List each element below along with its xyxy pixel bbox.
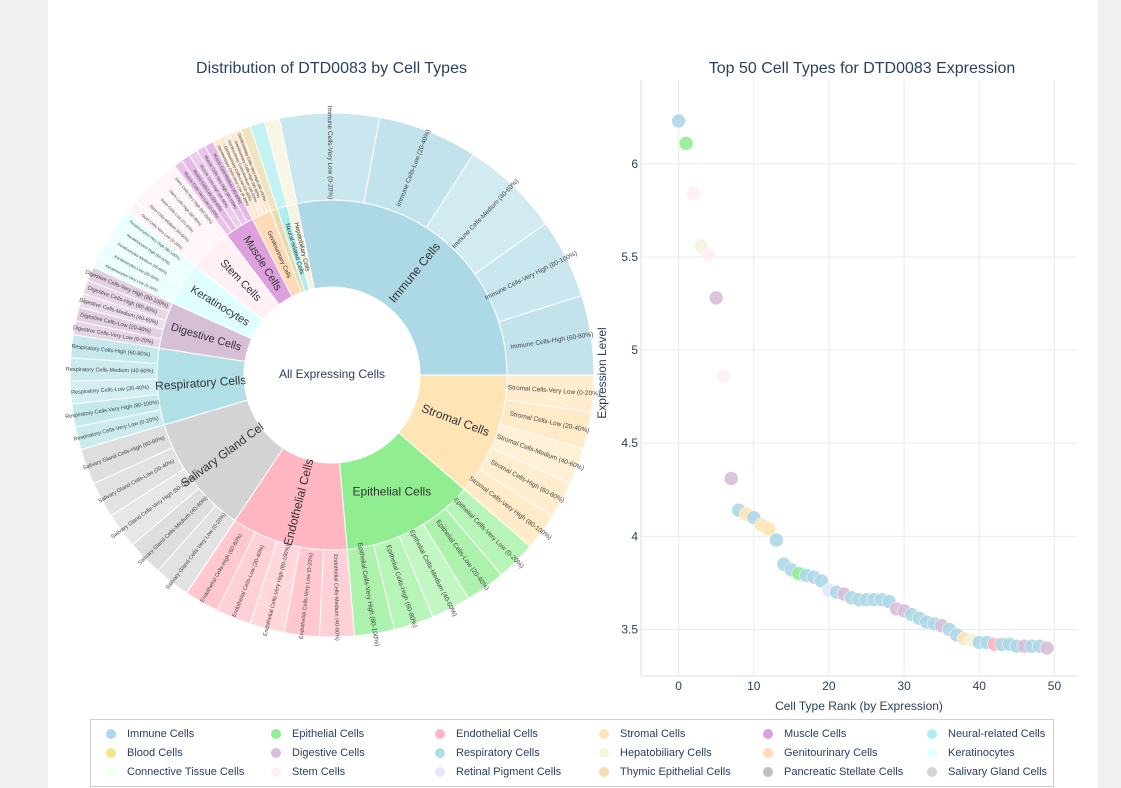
legend-swatch-icon (106, 729, 116, 739)
legend-label: Digestive Cells (292, 747, 365, 759)
legend-item[interactable]: Genitourinary Cells (763, 747, 878, 759)
legend-item[interactable]: Digestive Cells (271, 747, 365, 759)
legend-swatch-icon (435, 748, 445, 758)
legend-item[interactable]: Stromal Cells (599, 728, 685, 740)
sunburst-segment-label: Endothelial Cells-Medium (40-60%) (332, 554, 340, 641)
legend-label: Stem Cells (292, 766, 346, 778)
legend-label: Respiratory Cells (456, 747, 540, 759)
legend-label: Connective Tissue Cells (127, 766, 245, 778)
sunburst-group-label: Epithelial Cells (352, 484, 431, 498)
legend-item[interactable]: Pancreatic Stellate Cells (763, 766, 903, 778)
legend-label: Blood Cells (127, 747, 183, 759)
legend-swatch-icon (927, 767, 937, 777)
legend-swatch-icon (271, 767, 281, 777)
legend-item[interactable]: Hepatobiliary Cells (599, 747, 712, 759)
legend-label: Keratinocytes (948, 747, 1015, 759)
legend-label: Immune Cells (127, 728, 195, 740)
legend-swatch-icon (435, 729, 445, 739)
legend-item[interactable]: Keratinocytes (927, 747, 1015, 759)
legend-item[interactable]: Stem Cells (271, 766, 345, 778)
legend-item[interactable]: Endothelial Cells (435, 728, 538, 740)
sunburst-center-label: All Expressing Cells (279, 367, 385, 381)
legend-label: Genitourinary Cells (784, 747, 878, 759)
sunburst-segment-label: Respiratory Cells-Low (20-40%) (71, 385, 149, 396)
legend-label: Stromal Cells (620, 728, 686, 740)
legend-item[interactable]: Muscle Cells (763, 728, 846, 740)
sunburst-title: Distribution of DTD0083 by Cell Types (196, 60, 467, 77)
scatter-title: Top 50 Cell Types for DTD0083 Expression (708, 60, 1016, 77)
legend-item[interactable]: Neural-related Cells (927, 728, 1045, 740)
legend-label: Salivary Gland Cells (948, 766, 1048, 778)
legend-swatch-icon (927, 729, 937, 739)
legend-swatch-icon (927, 748, 937, 758)
legend-label: Epithelial Cells (292, 728, 365, 740)
legend-swatch-icon (106, 767, 116, 777)
sunburst-segment-label: Respiratory Cells-Medium (40-60%) (66, 367, 154, 375)
legend-item[interactable]: Salivary Gland Cells (927, 766, 1047, 778)
legend-swatch-icon (599, 729, 609, 739)
legend-label: Neural-related Cells (948, 728, 1046, 740)
legend-item[interactable]: Epithelial Cells (271, 728, 364, 740)
legend-label: Retinal Pigment Cells (456, 766, 562, 778)
legend-item[interactable]: Connective Tissue Cells (106, 766, 244, 778)
legend-label: Hepatobiliary Cells (620, 747, 712, 759)
legend-swatch-icon (763, 767, 773, 777)
legend-item[interactable]: Blood Cells (106, 747, 183, 759)
legend-label: Pancreatic Stellate Cells (784, 766, 904, 778)
sunburst-group-label: Respiratory Cells (155, 373, 247, 393)
legend-swatch-icon (271, 748, 281, 758)
sunburst-segment-label: Immune Cells-Very Low (0-20%) (326, 106, 334, 200)
legend-label: Thymic Epithelial Cells (620, 766, 731, 778)
legend-label: Muscle Cells (784, 728, 847, 740)
legend-item[interactable]: Immune Cells (106, 728, 194, 740)
legend-label: Endothelial Cells (456, 728, 538, 740)
legend-swatch-icon (271, 729, 281, 739)
legend-swatch-icon (599, 767, 609, 777)
legend-item[interactable]: Retinal Pigment Cells (435, 766, 561, 778)
legend-swatch-icon (763, 748, 773, 758)
legend-swatch-icon (763, 729, 773, 739)
legend-item[interactable]: Thymic Epithelial Cells (599, 766, 731, 778)
legend-swatch-icon (599, 748, 609, 758)
legend-swatch-icon (435, 767, 445, 777)
legend: Immune Cells Epithelial Cells Endothelial … (90, 719, 1054, 787)
legend-swatch-icon (106, 748, 116, 758)
sunburst-segment-13-4[interactable] (504, 374, 595, 413)
legend-item[interactable]: Respiratory Cells (435, 747, 540, 759)
